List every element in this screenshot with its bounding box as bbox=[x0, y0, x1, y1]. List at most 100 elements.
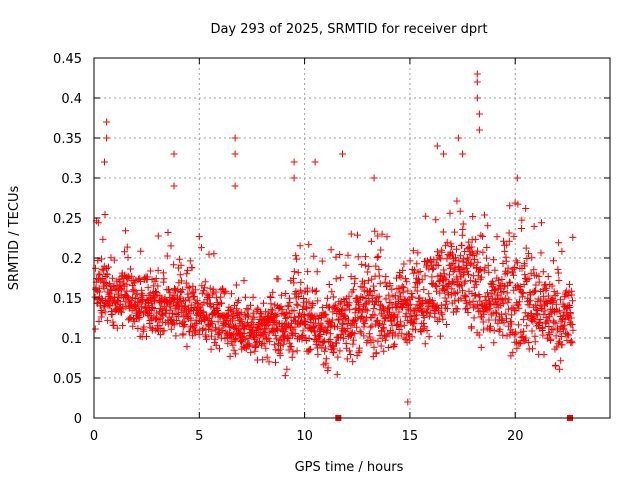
data-point bbox=[167, 242, 175, 250]
data-point bbox=[143, 273, 151, 281]
data-point bbox=[140, 323, 148, 331]
data-point bbox=[322, 355, 330, 363]
data-point bbox=[554, 269, 562, 277]
y-tick-label: 0.15 bbox=[53, 292, 82, 307]
data-point bbox=[149, 304, 156, 311]
data-point bbox=[437, 309, 445, 317]
data-point bbox=[518, 225, 526, 232]
data-point bbox=[332, 253, 340, 261]
data-point bbox=[394, 332, 402, 340]
data-point bbox=[422, 212, 430, 220]
data-point bbox=[347, 230, 355, 238]
data-point bbox=[345, 347, 353, 355]
chart-title: Day 293 of 2025, SRMTID for receiver dpr… bbox=[210, 22, 487, 37]
data-point bbox=[535, 278, 543, 286]
data-point bbox=[456, 207, 464, 215]
data-point bbox=[492, 308, 500, 316]
data-point bbox=[146, 317, 154, 324]
data-point bbox=[328, 288, 336, 296]
data-point bbox=[468, 243, 476, 251]
data-point bbox=[454, 134, 462, 142]
data-point bbox=[557, 296, 564, 304]
data-point bbox=[322, 344, 330, 352]
data-point bbox=[529, 345, 536, 353]
data-point bbox=[360, 323, 368, 331]
data-point bbox=[409, 247, 417, 255]
data-point bbox=[367, 314, 375, 322]
data-point bbox=[291, 313, 298, 321]
data-point bbox=[473, 94, 481, 102]
data-point bbox=[170, 321, 178, 329]
data-point bbox=[448, 285, 456, 293]
data-point bbox=[282, 314, 289, 322]
data-point bbox=[552, 361, 560, 369]
data-point bbox=[487, 322, 494, 330]
data-point bbox=[553, 343, 561, 351]
data-point bbox=[371, 227, 379, 235]
data-point bbox=[563, 336, 571, 344]
data-point bbox=[388, 285, 396, 293]
data-point bbox=[278, 306, 286, 314]
data-point bbox=[469, 252, 477, 259]
data-point bbox=[473, 70, 481, 78]
data-point bbox=[520, 327, 528, 335]
data-point bbox=[344, 251, 352, 259]
data-point bbox=[244, 306, 252, 314]
data-point bbox=[164, 229, 172, 236]
data-point bbox=[433, 142, 441, 150]
data-point bbox=[138, 290, 146, 298]
data-point bbox=[129, 286, 137, 294]
data-point bbox=[443, 321, 450, 328]
data-point bbox=[206, 293, 213, 301]
data-point bbox=[538, 219, 545, 227]
data-point bbox=[232, 334, 240, 342]
data-point bbox=[278, 291, 286, 299]
data-point bbox=[494, 291, 501, 299]
data-point bbox=[436, 253, 444, 261]
data-point bbox=[148, 276, 156, 283]
data-point bbox=[297, 278, 305, 286]
data-point bbox=[175, 255, 183, 263]
data-point bbox=[513, 259, 521, 267]
data-point bbox=[354, 231, 361, 239]
data-point bbox=[184, 266, 191, 274]
data-point bbox=[287, 343, 295, 351]
data-point bbox=[365, 262, 373, 270]
data-point bbox=[476, 297, 484, 305]
data-point bbox=[481, 211, 488, 219]
data-point bbox=[173, 317, 181, 324]
data-point bbox=[546, 330, 554, 338]
data-point bbox=[269, 306, 276, 314]
data-point bbox=[367, 237, 375, 245]
data-point bbox=[451, 228, 459, 236]
data-point bbox=[397, 293, 405, 301]
data-point bbox=[459, 287, 466, 295]
data-point bbox=[527, 269, 535, 277]
data-point bbox=[336, 251, 344, 258]
data-point bbox=[293, 300, 301, 308]
data-point bbox=[137, 247, 145, 255]
data-point bbox=[470, 314, 478, 322]
data-point bbox=[550, 257, 557, 265]
data-point bbox=[345, 292, 353, 300]
data-point bbox=[380, 347, 388, 355]
y-tick-label: 0.2 bbox=[61, 252, 82, 267]
data-point bbox=[187, 323, 194, 331]
data-point bbox=[353, 323, 361, 331]
data-point bbox=[144, 284, 152, 292]
data-point bbox=[526, 301, 534, 309]
data-point bbox=[290, 306, 298, 314]
data-point bbox=[483, 254, 491, 262]
data-point bbox=[204, 292, 212, 300]
data-point bbox=[309, 300, 317, 307]
data-point bbox=[114, 297, 121, 304]
data-point bbox=[406, 257, 414, 265]
data-point bbox=[177, 261, 185, 269]
data-point bbox=[400, 284, 408, 292]
data-point bbox=[328, 316, 336, 324]
data-point bbox=[383, 233, 391, 241]
data-point bbox=[374, 252, 382, 260]
data-point bbox=[334, 306, 342, 314]
data-point bbox=[375, 266, 383, 274]
data-point bbox=[217, 334, 225, 342]
